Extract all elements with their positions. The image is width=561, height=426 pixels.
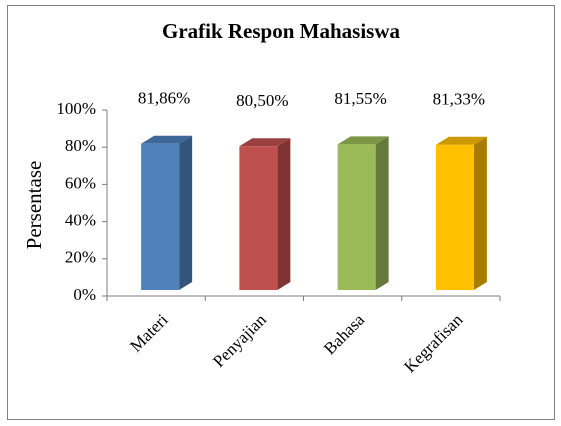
bar — [141, 143, 180, 290]
y-tick-label: 0% — [73, 285, 96, 304]
bar-side — [375, 136, 389, 290]
y-tick-label: 40% — [65, 211, 96, 230]
y-axis-label: Persentase — [22, 161, 46, 250]
bar — [337, 144, 376, 290]
value-label: 80,50% — [236, 91, 288, 110]
bar-top — [239, 138, 291, 147]
chart-title: Grafik Respon Mahasiswa — [162, 19, 401, 43]
bar-side — [473, 136, 487, 290]
bar — [239, 146, 278, 290]
bar-side — [179, 135, 193, 290]
value-label: 81,86% — [138, 89, 190, 108]
y-tick-label: 100% — [56, 99, 96, 118]
bar-top — [141, 135, 193, 144]
bar-top — [337, 136, 389, 145]
y-tick-label: 80% — [65, 136, 96, 155]
y-tick-label: 20% — [65, 248, 96, 267]
bar-side — [277, 138, 291, 290]
bar-top — [435, 136, 487, 145]
value-label: 81,55% — [334, 89, 386, 108]
bar — [435, 144, 474, 290]
value-label: 81,33% — [433, 90, 485, 109]
y-tick-label: 60% — [65, 173, 96, 192]
